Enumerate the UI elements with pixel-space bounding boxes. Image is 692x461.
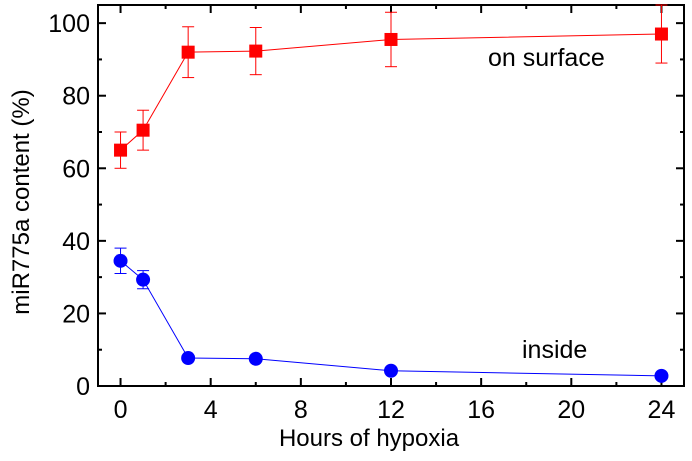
x-tick-label: 4 — [204, 396, 218, 424]
series-layer — [113, 4, 669, 383]
data-point — [654, 368, 669, 383]
y-tick-label: 40 — [62, 228, 90, 256]
data-point — [113, 253, 128, 268]
data-point — [136, 272, 151, 287]
series-on-surface — [114, 4, 668, 169]
y-tick-label: 0 — [76, 373, 90, 401]
series-inside — [113, 247, 669, 383]
series-label-on-surface: on surface — [488, 44, 605, 72]
axes: 0 4 8 12 16 20 24 0 20 40 60 80 100 — [48, 4, 685, 424]
x-tick-label: 20 — [557, 396, 585, 424]
y-tick-label: 100 — [48, 10, 90, 38]
x-tick-label: 16 — [467, 396, 495, 424]
data-point — [249, 44, 263, 58]
data-point — [181, 351, 196, 366]
x-tick-label: 12 — [377, 396, 405, 424]
data-point — [248, 351, 263, 366]
data-point — [136, 123, 150, 137]
x-tick-label: 24 — [648, 396, 676, 424]
x-axis-title: Hours of hypoxia — [279, 425, 460, 452]
y-axis-title: miR775a content (%) — [8, 89, 35, 314]
data-point — [384, 32, 398, 46]
data-point — [384, 363, 398, 378]
y-tick-label: 20 — [62, 300, 90, 328]
y-tick-label: 80 — [62, 83, 90, 111]
data-point — [654, 27, 668, 41]
data-point — [181, 45, 195, 59]
x-tick-label: 0 — [114, 396, 128, 424]
data-point — [114, 143, 128, 157]
x-tick-label: 8 — [294, 396, 308, 424]
series-label-inside: inside — [522, 336, 587, 364]
y-tick-label: 60 — [62, 155, 90, 183]
